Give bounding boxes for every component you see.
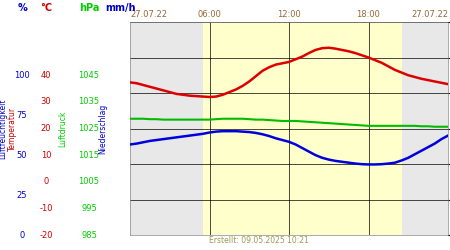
Text: 27.07.22: 27.07.22 (411, 10, 448, 20)
Text: 985: 985 (81, 230, 97, 239)
Text: 1035: 1035 (78, 97, 99, 106)
Text: °C: °C (40, 3, 52, 13)
Text: 995: 995 (81, 204, 97, 213)
Text: 1025: 1025 (78, 124, 99, 133)
Text: hPa: hPa (79, 3, 99, 13)
Text: 25: 25 (17, 190, 27, 200)
Bar (130, 22, 203, 235)
Text: %: % (17, 3, 27, 13)
Text: -10: -10 (39, 204, 53, 213)
Text: 50: 50 (17, 150, 27, 160)
Bar (401, 22, 448, 235)
Text: 1005: 1005 (78, 177, 99, 186)
Text: 10: 10 (41, 150, 51, 160)
Text: 75: 75 (17, 111, 27, 120)
Text: 18:00: 18:00 (356, 10, 380, 20)
Text: 1045: 1045 (78, 71, 99, 80)
Text: 1015: 1015 (78, 150, 99, 160)
Text: Temperatur: Temperatur (8, 106, 17, 150)
Text: Niederschlag: Niederschlag (99, 104, 108, 154)
Text: Luftdruck: Luftdruck (58, 110, 68, 147)
Text: 20: 20 (41, 124, 51, 133)
Bar (203, 22, 401, 235)
Text: 0: 0 (19, 230, 25, 239)
Text: 12:00: 12:00 (277, 10, 301, 20)
Text: Erstellt: 09.05.2025 10:21: Erstellt: 09.05.2025 10:21 (210, 236, 309, 245)
Text: -20: -20 (39, 230, 53, 239)
Text: 06:00: 06:00 (198, 10, 221, 20)
Text: 100: 100 (14, 71, 30, 80)
Text: 27.07.22: 27.07.22 (130, 10, 167, 20)
Text: 40: 40 (41, 71, 51, 80)
Text: 0: 0 (43, 177, 49, 186)
Text: mm/h: mm/h (105, 3, 135, 13)
Text: 30: 30 (40, 97, 51, 106)
Text: Luftfeuchtigkeit: Luftfeuchtigkeit (0, 98, 8, 159)
